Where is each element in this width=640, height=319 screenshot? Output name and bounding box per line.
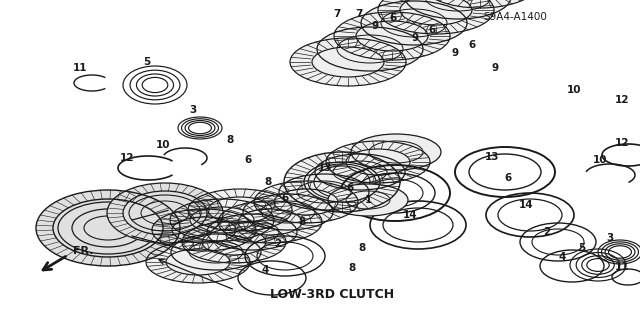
Ellipse shape [146,241,250,283]
Ellipse shape [207,214,297,250]
Text: 11: 11 [73,63,87,73]
Text: 1: 1 [364,195,372,205]
Text: 14: 14 [518,200,533,210]
Text: 14: 14 [403,210,417,220]
Text: 5: 5 [143,57,150,67]
Ellipse shape [284,152,400,212]
Text: 7: 7 [355,9,363,19]
Ellipse shape [182,221,286,263]
Text: FR.: FR. [73,246,93,256]
Ellipse shape [351,134,441,170]
Ellipse shape [152,209,256,251]
Text: S9A4-A1400: S9A4-A1400 [483,12,547,22]
Text: 6: 6 [468,40,476,50]
Ellipse shape [279,174,369,210]
Text: 9: 9 [451,48,459,58]
Text: 10: 10 [593,155,607,165]
Text: 9: 9 [492,63,499,73]
Text: 8: 8 [227,135,234,145]
Text: 8: 8 [264,177,271,187]
Ellipse shape [290,38,406,86]
Text: 12: 12 [120,153,134,163]
Ellipse shape [171,234,261,270]
Ellipse shape [218,201,322,243]
Text: 6: 6 [244,155,252,165]
Text: 4: 4 [558,252,566,262]
Text: 10: 10 [567,85,581,95]
Ellipse shape [107,183,223,243]
Text: 8: 8 [358,243,365,253]
Ellipse shape [243,194,333,230]
Text: 6: 6 [282,193,289,203]
Ellipse shape [328,184,408,216]
Text: 12: 12 [615,95,629,105]
Text: 3: 3 [189,105,196,115]
Text: 4: 4 [261,265,269,275]
Text: 2: 2 [275,239,282,249]
Ellipse shape [317,27,423,71]
Text: 7: 7 [333,9,340,19]
Text: 3: 3 [606,233,614,243]
Ellipse shape [170,199,274,241]
Ellipse shape [36,190,180,266]
Text: 5: 5 [579,243,586,253]
Ellipse shape [422,0,538,8]
Text: 8: 8 [298,217,306,227]
Text: 13: 13 [484,152,499,162]
Text: 9: 9 [371,21,379,31]
Ellipse shape [315,154,405,190]
Text: 6: 6 [389,13,397,23]
Text: 10: 10 [156,140,170,150]
Text: LOW-3RD CLUTCH: LOW-3RD CLUTCH [270,288,394,301]
Ellipse shape [326,141,430,183]
Ellipse shape [361,1,467,45]
Text: 8: 8 [348,263,356,273]
Ellipse shape [334,12,450,60]
Text: 6: 6 [428,25,436,35]
Ellipse shape [188,189,292,231]
Text: 6: 6 [504,173,511,183]
Ellipse shape [405,0,511,19]
Text: 6: 6 [346,183,354,193]
Text: 11: 11 [615,262,629,272]
Text: 2: 2 [543,227,550,237]
Ellipse shape [378,0,494,34]
Text: 9: 9 [412,33,419,43]
Ellipse shape [254,181,358,223]
Text: 12: 12 [615,138,629,148]
Text: 13: 13 [317,163,332,173]
